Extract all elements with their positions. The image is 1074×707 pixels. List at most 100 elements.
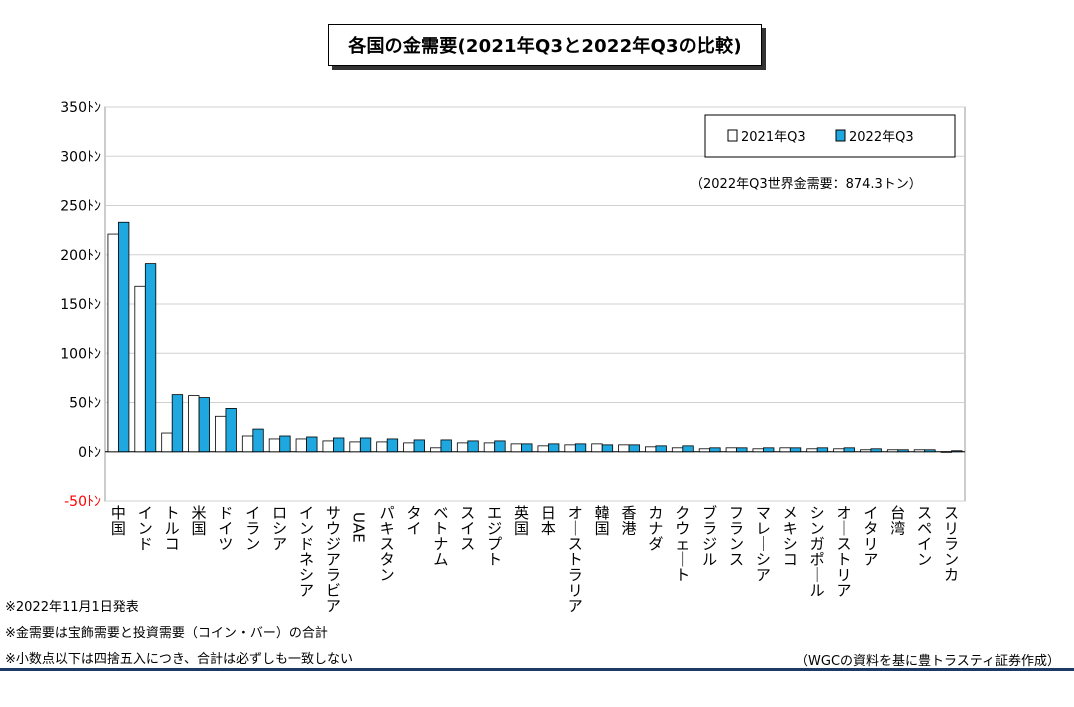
bar-2022q3 [736,447,748,453]
bar-2022q3 [548,443,560,453]
bar-2021q3 [268,438,281,453]
bar-2021q3 [483,442,496,453]
bar-2022q3 [279,435,291,453]
chart-title-text: 各国の金需要(2021年Q3と2022年Q3の比較) [348,36,742,57]
bar-2022q3 [789,447,802,453]
x-tick-label: インドネシア [299,504,314,600]
bar-2022q3 [655,445,667,453]
chart-legend: 2021年Q3 2022年Q3 [704,114,956,158]
bar-2022q3 [816,447,829,453]
bar-2022q3 [951,450,963,453]
bar-2022q3 [574,443,587,453]
bar-2022q3 [467,440,479,453]
bar-2021q3 [645,446,657,453]
bar-2022q3 [198,397,210,453]
bar-2021q3 [940,451,952,453]
bar-2021q3 [806,448,818,453]
bar-2022q3 [763,447,775,453]
x-tick-label: シンガポ｜ル [810,504,825,600]
y-tick-label: 200ﾄﾝ [60,248,101,264]
x-tick-label: 香港 [622,504,637,538]
legend-swatch-2021q3 [727,129,738,142]
x-tick-label: パキスタン [380,504,395,584]
bar-2021q3 [671,447,684,453]
bar-2022q3 [601,444,614,453]
bar-2021q3 [510,443,522,453]
bar-2021q3 [403,442,415,453]
bar-2022q3 [306,436,318,453]
x-tick-label: オ｜ストラリア [568,504,583,615]
bar-2022q3 [870,448,882,453]
bar-2022q3 [333,437,345,453]
x-tick-label: ドイツ [218,504,233,553]
x-tick-label: 米国 [192,504,207,538]
x-tick-label: カナダ [648,504,663,553]
x-tick-label: 台湾 [890,504,905,538]
bar-2021q3 [537,445,549,453]
x-tick-label: スペイン [917,504,932,569]
x-tick-label: 英国 [514,504,529,538]
bar-2021q3 [618,444,630,453]
x-tick-label: 中国 [111,504,126,538]
bar-2022q3 [843,447,855,453]
x-tick-label: マレ｜シア [756,504,771,584]
x-tick-label: ロシア [272,504,287,553]
note-definition: ※金需要は宝飾需要と投資需要（コイン・バー）の合計 [5,626,328,641]
bar-2021q3 [886,449,899,453]
bar-2022q3 [709,447,721,453]
x-tick-label: クウェ｜ト [675,504,690,584]
x-tick-label: イタリア [863,504,878,569]
bar-2021q3 [430,447,442,453]
bar-2021q3 [564,444,576,453]
bar-2021q3 [295,438,307,453]
x-tick-label: ベトナム [433,504,448,569]
x-tick-label: メキシコ [783,504,798,569]
legend-label-2022q3: 2022年Q3 [849,130,914,145]
bar-2022q3 [440,439,452,453]
bar-2022q3 [225,408,237,453]
y-tick-label: 350ﾄﾝ [60,100,101,116]
bar-2022q3 [682,445,694,453]
bar-2021q3 [860,449,872,453]
x-tick-label: トルコ [165,504,180,553]
x-tick-label: エジプト [487,504,502,569]
y-tick-label: 0ﾄﾝ [78,445,101,461]
bar-2021q3 [107,233,119,453]
bar-2022q3 [171,394,184,453]
bar-2022q3 [924,449,936,453]
bar-2021q3 [913,449,926,453]
bar-2022q3 [494,440,506,453]
x-tick-label: サウジアラビア [326,504,341,615]
bar-2021q3 [725,447,737,453]
chart-title: 各国の金需要(2021年Q3と2022年Q3の比較) [328,24,762,66]
x-tick-label: 韓国 [595,504,610,538]
world-demand-annotation: （2022年Q3世界金需要：874.3トン） [690,176,922,192]
bar-2021q3 [752,448,764,453]
bar-2022q3 [897,449,909,453]
bar-2022q3 [359,437,372,453]
note-rounding: ※小数点以下は四捨五入につき、合計は必ずしも一致しない [5,652,353,667]
legend-label-2021q3: 2021年Q3 [741,130,806,145]
bar-2021q3 [188,395,200,453]
y-tick-label: 300ﾄﾝ [60,149,101,165]
bar-2022q3 [521,443,533,453]
legend-swatch-2022q3 [835,129,846,142]
x-tick-label: スリランカ [944,504,959,584]
bar-2021q3 [349,441,361,453]
bar-2021q3 [215,415,227,453]
bar-2021q3 [161,432,173,453]
bar-2021q3 [698,448,711,453]
y-tick-label: 250ﾄﾝ [60,199,101,215]
bar-2021q3 [779,447,791,453]
x-tick-label: スイス [460,504,475,553]
bar-2022q3 [413,439,425,453]
bar-2021q3 [241,435,254,453]
x-tick-label: オ｜ストリア [837,504,852,600]
x-tick-label: フランス [729,504,744,569]
y-tick-label: 100ﾄﾝ [60,346,101,362]
bar-2022q3 [144,263,157,453]
x-tick-label: 日本 [541,504,556,538]
y-tick-label: -50ﾄﾝ [64,494,101,510]
y-tick-label: 150ﾄﾝ [60,297,101,313]
